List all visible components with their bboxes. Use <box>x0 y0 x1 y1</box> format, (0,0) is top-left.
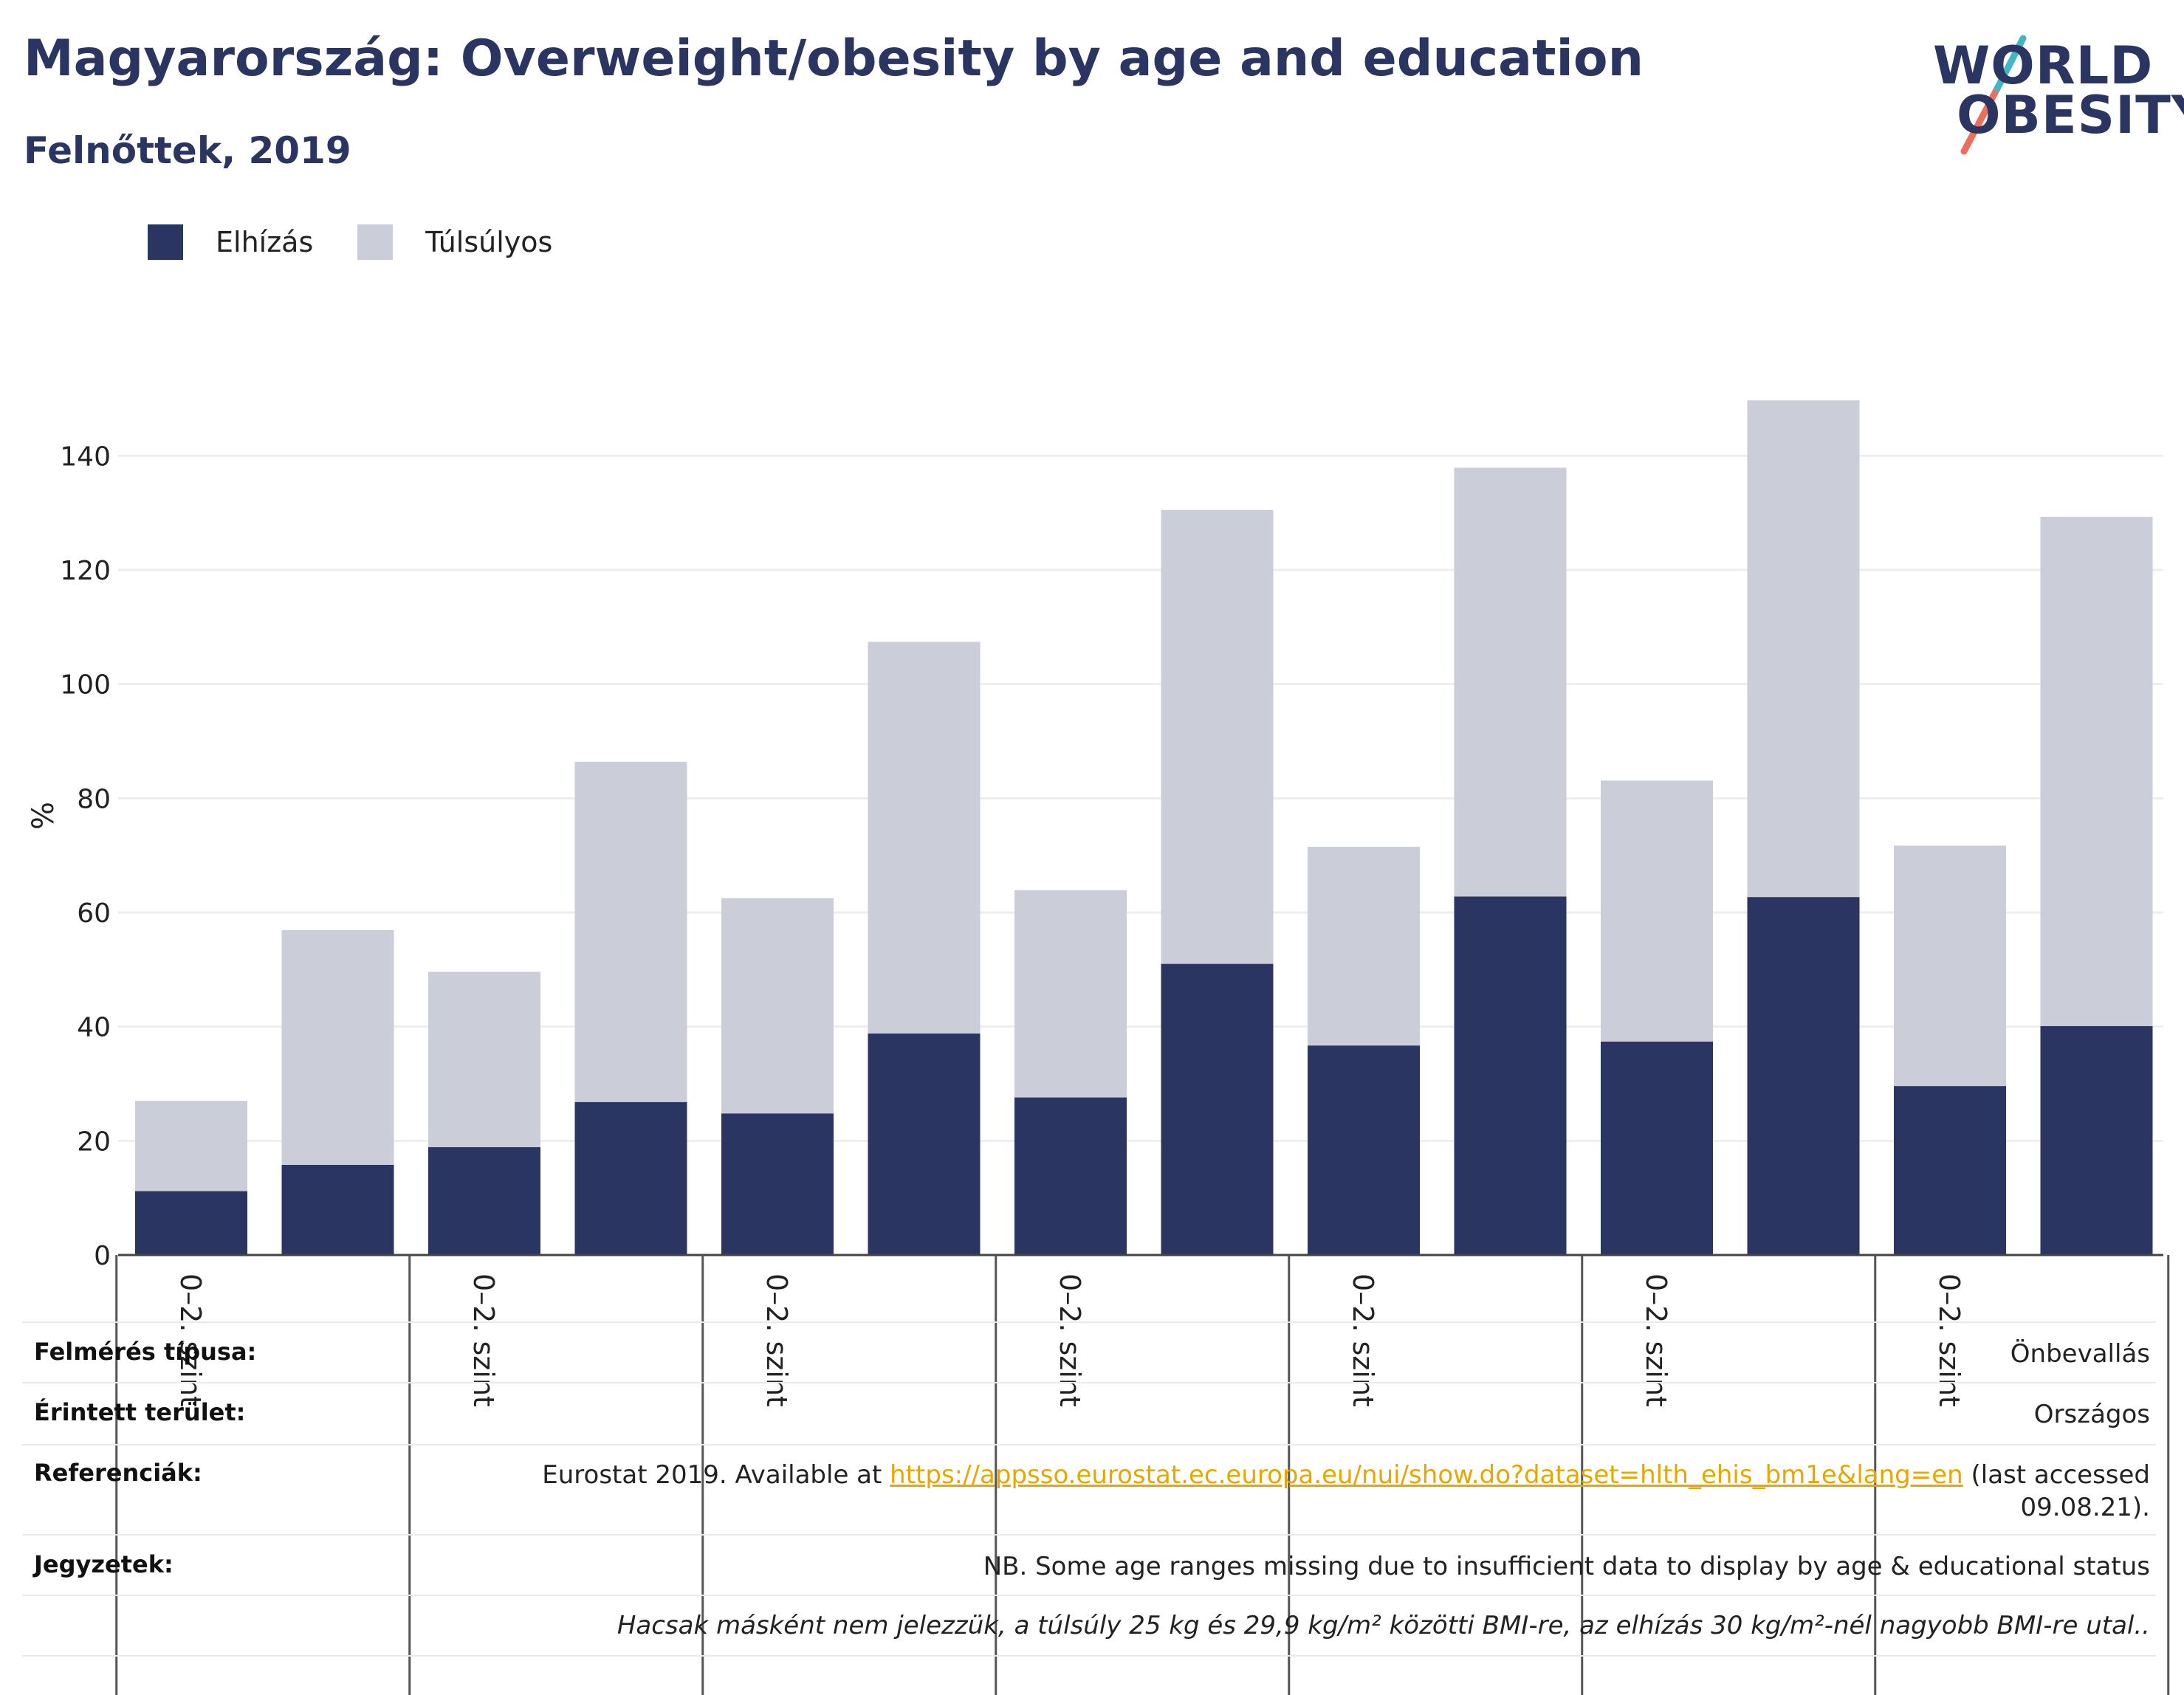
bar-overweight <box>1454 467 1567 897</box>
footer-row-notes: Jegyzetek: NB. Some age ranges missing d… <box>22 1550 2156 1595</box>
footer-divider <box>22 1595 2156 1596</box>
survey-type-key: Felmérés típusa: <box>34 1338 257 1366</box>
bar-overweight <box>1747 400 1860 898</box>
footer-row-references: Referenciák: Eurostat 2019. Available at… <box>22 1459 2156 1533</box>
footer-row-area: Érintett terület: Országos <box>22 1398 2156 1443</box>
chart-legend: Elhízás Túlsúlyos <box>148 220 597 264</box>
bar-overweight <box>281 929 394 1165</box>
y-tick-label: 100 <box>60 670 111 701</box>
logo-word-obesity: OBESITY <box>1957 85 2184 145</box>
bar-obesity <box>721 1113 834 1255</box>
footer-divider <box>22 1321 2156 1323</box>
area-value: Országos <box>2033 1400 2150 1429</box>
x-tick-label: 0–2. szint <box>467 1273 500 1407</box>
y-tick-label: 0 <box>94 1241 111 1271</box>
footer-divider <box>22 1534 2156 1536</box>
bar-overweight <box>1894 845 2006 1087</box>
logo-word-world: WORLD <box>1933 35 2154 96</box>
legend-label-obesity: Elhízás <box>216 226 314 258</box>
y-tick-label: 20 <box>77 1127 111 1157</box>
bar-overweight <box>135 1101 247 1192</box>
references-prefix: Eurostat 2019. Available at <box>542 1460 890 1490</box>
bar-overweight <box>1308 847 1420 1046</box>
y-tick-label: 60 <box>77 898 111 929</box>
bar-obesity <box>281 1164 394 1255</box>
x-tick-label: 0–2. szint <box>760 1273 793 1407</box>
x-tick-label: 0–2. szint <box>1347 1273 1379 1407</box>
notes-key: Jegyzetek: <box>34 1550 174 1578</box>
bar-overweight <box>868 642 981 1034</box>
references-line2: 09.08.21). <box>2020 1493 2150 1522</box>
legend-label-overweight: Túlsúlyos <box>425 226 553 258</box>
footer-divider <box>22 1655 2156 1657</box>
bar-obesity <box>428 1146 540 1255</box>
bar-obesity <box>574 1101 687 1255</box>
legend-swatch-overweight <box>357 224 394 260</box>
x-tick-label: 0–2. szint <box>1640 1273 1672 1407</box>
references-suffix: (last accessed <box>1962 1460 2150 1490</box>
footer-divider <box>22 1382 2156 1383</box>
world-obesity-logo: WORLD OBESITY <box>1927 30 2184 155</box>
definition-text: Hacsak másként nem jelezzük, a túlsúly 2… <box>617 1611 2150 1640</box>
legend-item-obesity[interactable]: Elhízás <box>148 224 313 260</box>
bar-obesity <box>2040 1025 2153 1255</box>
y-tick-label: 80 <box>77 784 111 814</box>
legend-item-overweight[interactable]: Túlsúlyos <box>357 224 552 260</box>
y-tick-label: 140 <box>60 441 111 472</box>
y-tick-label: 120 <box>60 556 111 586</box>
footer-row-definition: Hacsak másként nem jelezzük, a túlsúly 2… <box>22 1609 2156 1654</box>
bar-overweight <box>2040 517 2153 1026</box>
references-value: Eurostat 2019. Available at https://apps… <box>542 1459 2150 1524</box>
chart-title: Magyarország: Overweight/obesity by age … <box>24 30 1644 88</box>
x-tick-label: 0–2. szint <box>1054 1273 1086 1407</box>
legend-swatch-obesity <box>148 224 183 260</box>
bar-obesity <box>135 1191 247 1255</box>
chart-subtitle: Felnőttek, 2019 <box>24 129 351 172</box>
bar-obesity <box>1894 1086 2006 1255</box>
y-tick-label: 40 <box>77 1013 111 1043</box>
bar-obesity <box>1014 1097 1127 1255</box>
bar-obesity <box>1601 1041 1713 1255</box>
bar-obesity <box>1308 1045 1420 1255</box>
bar-overweight <box>428 972 540 1147</box>
survey-type-value: Önbevallás <box>2010 1339 2150 1369</box>
references-key: Referenciák: <box>34 1459 202 1487</box>
area-key: Érintett terület: <box>34 1398 246 1426</box>
bar-obesity <box>868 1033 981 1255</box>
bar-overweight <box>1601 780 1713 1042</box>
notes-value: NB. Some age ranges missing due to insuf… <box>983 1552 2150 1581</box>
bar-overweight <box>1014 890 1127 1098</box>
y-axis-title: % <box>27 802 61 830</box>
footer-row-survey-type: Felmérés típusa: Önbevallás <box>22 1338 2156 1382</box>
footer-divider <box>22 1444 2156 1445</box>
bar-overweight <box>574 761 687 1102</box>
bar-obesity <box>1454 896 1567 1255</box>
bar-obesity <box>1161 963 1274 1255</box>
x-tick-label: 0–2. szint <box>1933 1273 1965 1407</box>
logo-slash-icon <box>1960 35 2027 155</box>
bar-obesity <box>1747 897 1860 1255</box>
bar-overweight <box>721 898 834 1114</box>
bar-overweight <box>1161 509 1274 964</box>
references-link[interactable]: https://appsso.eurostat.ec.europa.eu/nui… <box>890 1460 1963 1490</box>
x-tick-label: 0–2. szint <box>174 1273 207 1407</box>
